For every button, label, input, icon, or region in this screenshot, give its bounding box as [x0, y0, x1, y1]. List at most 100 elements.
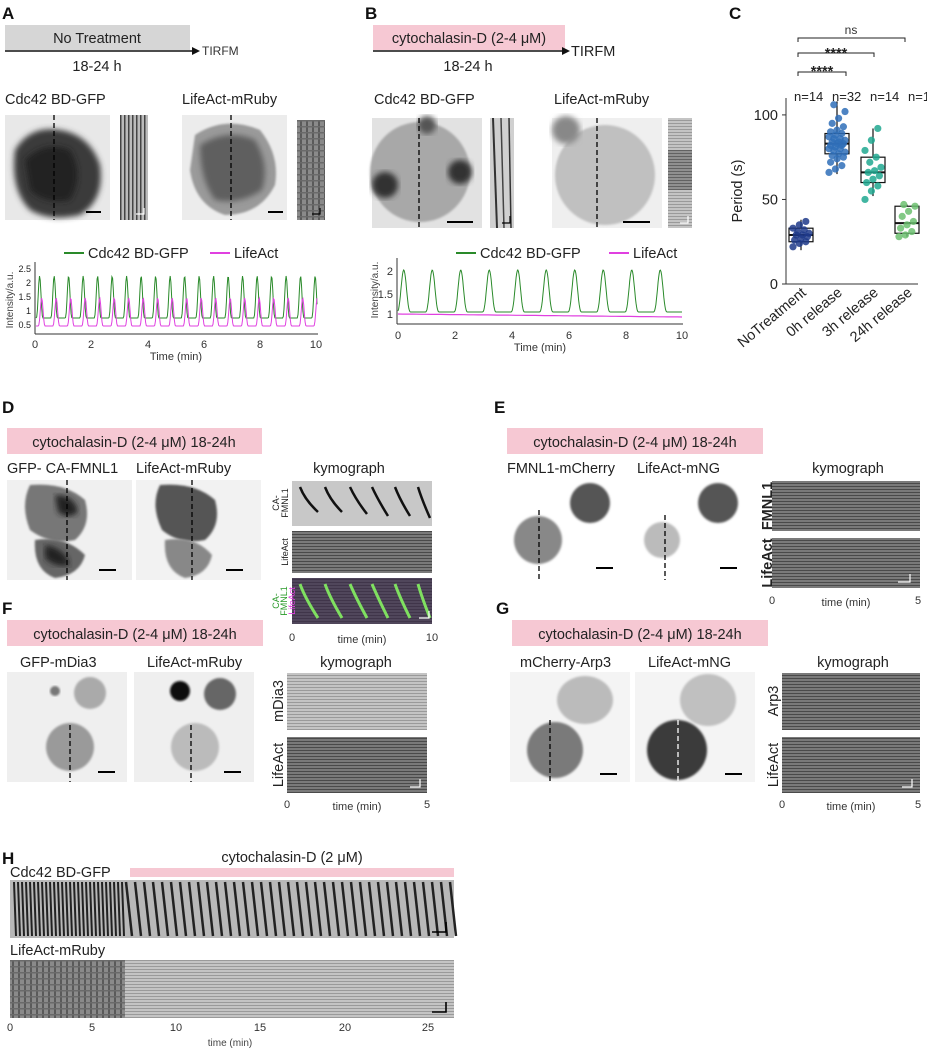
y-tick-label: 0	[770, 277, 778, 293]
kymo-row-label: LifeAct	[760, 538, 776, 587]
n-label: n=32	[832, 89, 861, 104]
kymograph-fmnl1	[772, 481, 920, 531]
x-tick: 0	[284, 799, 290, 811]
x-tick: 8	[257, 339, 263, 351]
x-tick: 0	[289, 632, 295, 644]
x-tick: 0	[769, 595, 775, 607]
data-point	[835, 114, 843, 122]
kymo-row-label: LifeAct	[271, 743, 287, 787]
x-tick: 2	[88, 339, 94, 351]
kymograph-lifeact-f	[287, 737, 427, 793]
x-tick: 5	[915, 595, 921, 607]
x-tick: 4	[509, 330, 515, 342]
micrograph-lifeact-d	[136, 480, 261, 580]
n-label: n=14	[870, 89, 899, 104]
x-tick: 25	[422, 1022, 434, 1034]
data-point	[789, 224, 797, 232]
sig-label: ****	[825, 46, 848, 62]
x-tick: 0	[395, 330, 401, 342]
data-point	[841, 107, 849, 116]
data-point	[874, 124, 882, 133]
drug-label: cytochalasin-D (2 μM)	[221, 850, 362, 866]
panel-h: H Cdc42 BD-GFP cytochalasin-D (2 μM) Lif…	[2, 849, 458, 1049]
kymograph-cdc42-b	[490, 117, 514, 229]
data-point	[795, 221, 804, 229]
x-axis-label: time (min)	[822, 597, 871, 609]
legend-lifeact: LifeAct	[234, 246, 278, 262]
panel-label-b: B	[365, 4, 377, 23]
cell-label-2: LifeAct-mNG	[648, 655, 731, 671]
panel-label-a: A	[2, 4, 14, 23]
panel-b: B cytochalasin-D (2-4 μM) TIRFM 18-24 h …	[365, 4, 692, 354]
x-tick: 10	[170, 1022, 182, 1034]
kymograph-cdc42-h	[10, 880, 458, 938]
data-point	[861, 195, 869, 204]
kymograph-lifeact-a	[297, 120, 325, 220]
micrograph-mdia3	[7, 672, 127, 782]
kymo-row-label: Arp3	[766, 686, 782, 717]
micrograph-cdc42-b	[370, 116, 482, 228]
panel-label-g: G	[496, 599, 509, 618]
data-point	[828, 119, 836, 127]
cell-label-1: GFP- CA-FMNL1	[7, 461, 118, 477]
data-point	[839, 123, 848, 131]
kymo-row-label: CA-	[271, 593, 281, 609]
data-point	[872, 153, 880, 161]
data-point	[802, 217, 810, 226]
trace-lifeact	[397, 313, 683, 318]
y-tick: 1.5	[18, 292, 31, 302]
y-tick: 2.5	[18, 264, 31, 274]
micrograph-lifeact-g	[635, 672, 755, 782]
y-tick: 1.5	[378, 289, 393, 301]
x-tick: 4	[145, 339, 151, 351]
legend-cdc42: Cdc42 BD-GFP	[480, 246, 581, 262]
cell-label-2: LifeAct-mRuby	[136, 461, 232, 477]
kymograph-merge	[292, 578, 432, 624]
cell-label-2: LifeAct-mNG	[637, 461, 720, 477]
trace-cdc42	[397, 269, 682, 313]
panel-d: D cytochalasin-D (2-4 μM) 18-24h GFP- CA…	[2, 398, 438, 646]
x-ticks: 0 2 4 6 8 10	[395, 330, 688, 342]
arrow-head-icon	[562, 47, 570, 55]
condition-banner	[7, 428, 262, 454]
x-axis-label: time (min)	[208, 1038, 252, 1049]
y-tick: 1	[26, 306, 31, 316]
timeline-duration: 18-24 h	[72, 59, 121, 75]
condition-banner	[7, 620, 263, 646]
arrow-head-icon	[192, 47, 200, 55]
data-point	[908, 227, 916, 236]
kymograph-title: kymograph	[320, 655, 392, 671]
data-point	[897, 224, 905, 232]
x-axis-label: Time (min)	[150, 351, 202, 363]
data-point	[861, 146, 869, 155]
x-axis-label: Time (min)	[514, 342, 566, 354]
micrograph-cdc42-a	[5, 115, 110, 220]
micrograph-lifeact-a	[182, 115, 287, 220]
y-tick-label: 100	[754, 108, 778, 124]
kymograph-mdia3	[287, 673, 427, 730]
n-label: n=14	[794, 89, 823, 104]
sig-label: ****	[811, 64, 834, 80]
cell-label-2: LifeAct-mRuby	[182, 92, 278, 108]
kymo-row-label: FMNL1	[279, 586, 289, 616]
x-ticks: 0 5 10 15 20 25	[7, 1022, 434, 1034]
micrograph-fmnl1	[507, 480, 632, 580]
kymograph-lifeact-e	[772, 538, 920, 588]
condition-banner-label: cytochalasin-D (2-4 μM) 18-24h	[33, 627, 236, 643]
data-point	[789, 243, 797, 251]
drug-bar	[130, 868, 454, 877]
panel-e: E cytochalasin-D (2-4 μM) 18-24h FMNL1-m…	[494, 398, 921, 609]
timeline-end: TIRFM	[202, 44, 239, 58]
timeline-box-label: cytochalasin-D (2-4 μM)	[392, 31, 546, 47]
panel-label-e: E	[494, 398, 505, 417]
panel-a: A No Treatment TIRFM 18-24 h Cdc42 BD-GF…	[2, 4, 325, 363]
panel-label-h: H	[2, 849, 14, 868]
n-label: n=10	[908, 89, 927, 104]
data-point	[825, 168, 833, 176]
x-axis-label: time (min)	[827, 801, 876, 813]
data-point	[830, 101, 838, 109]
timeline-box-label: No Treatment	[53, 31, 141, 47]
x-tick: 20	[339, 1022, 351, 1034]
y-axis-label: Period (s)	[730, 160, 746, 223]
row-label-1: Cdc42 BD-GFP	[10, 865, 111, 881]
